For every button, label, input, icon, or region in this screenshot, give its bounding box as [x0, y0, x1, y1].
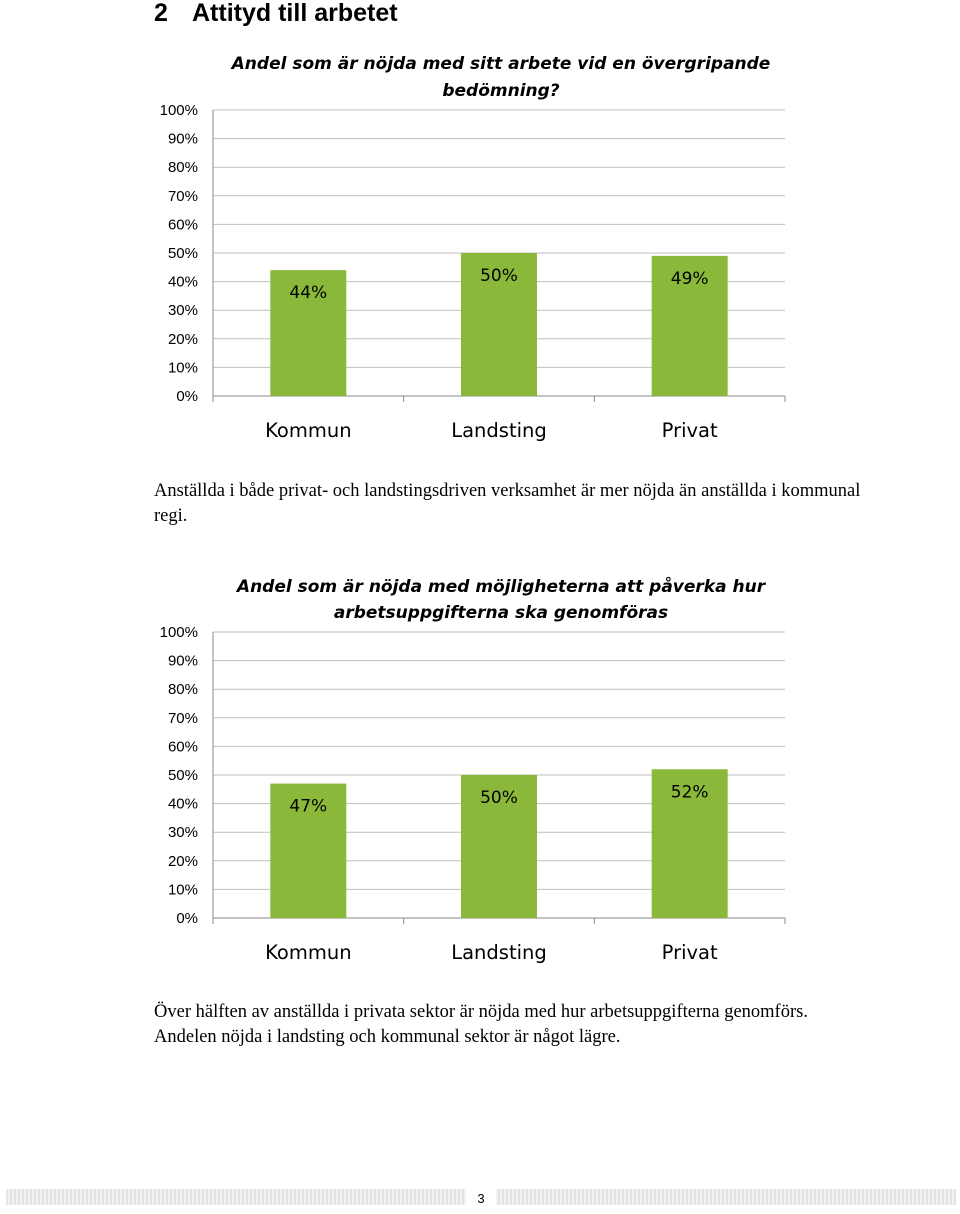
y-tick-label: 20% — [168, 331, 198, 348]
chart-svg: Andel som är nöjda med sitt arbete vid e… — [160, 54, 786, 442]
category-label: Landsting — [451, 419, 547, 442]
y-tick-label: 70% — [168, 188, 198, 205]
y-tick-label: 40% — [168, 274, 198, 291]
y-tick-label: 0% — [176, 388, 198, 405]
y-tick-label: 80% — [168, 681, 198, 698]
data-label: 49% — [671, 269, 709, 289]
chart-title-line-1: Andel som är nöjda med sitt arbete vid e… — [230, 54, 771, 74]
bar-landsting — [461, 253, 537, 396]
chart-title-line-2: bedömning? — [442, 81, 559, 101]
category-label: Privat — [662, 419, 718, 442]
bar-privat — [651, 255, 728, 396]
bar-kommun — [270, 270, 347, 396]
y-tick-label: 60% — [168, 216, 198, 233]
bar-kommun — [270, 783, 347, 918]
y-tick-label: 80% — [168, 159, 198, 176]
chart-svg: Andel som är nöjda med möjligheterna att… — [160, 576, 786, 964]
y-tick-label: 50% — [168, 245, 198, 262]
y-tick-label: 30% — [168, 824, 198, 841]
y-tick-label: 100% — [160, 102, 198, 119]
section-heading: 2 Attityd till arbetet — [154, 0, 398, 26]
y-tick-label: 20% — [168, 853, 198, 870]
data-label: 50% — [480, 788, 518, 808]
section-number: 2 — [154, 0, 168, 27]
page-footer: 3 — [0, 1184, 960, 1211]
page-number: 3 — [466, 1184, 496, 1211]
y-tick-label: 30% — [168, 302, 198, 319]
data-label: 50% — [480, 266, 518, 286]
data-label: 44% — [289, 283, 327, 303]
paragraph-2: Över hälften av anställda i privata sekt… — [154, 1002, 808, 1047]
category-label: Landsting — [451, 941, 547, 964]
y-tick-label: 90% — [168, 131, 198, 148]
category-label: Kommun — [265, 941, 351, 964]
data-label: 52% — [671, 782, 709, 802]
y-tick-label: 40% — [168, 796, 198, 813]
chart-overall-satisfaction: Andel som är nöjda med sitt arbete vid e… — [0, 50, 960, 450]
category-label: Privat — [662, 941, 718, 964]
y-tick-label: 0% — [176, 910, 198, 927]
bar-landsting — [461, 775, 537, 918]
data-label: 47% — [289, 797, 327, 817]
y-tick-label: 10% — [168, 881, 198, 898]
chart-title-line-1: Andel som är nöjda med möjligheterna att… — [235, 576, 767, 597]
chart-influence-satisfaction: Andel som är nöjda med möjligheterna att… — [0, 572, 960, 972]
y-tick-label: 70% — [168, 710, 198, 727]
section-title: Attityd till arbetet — [192, 0, 398, 27]
y-tick-label: 100% — [160, 624, 198, 641]
paragraph-1: Anställda i både privat- och landstingsd… — [154, 481, 861, 526]
category-label: Kommun — [265, 419, 351, 442]
bar-privat — [651, 769, 728, 918]
y-tick-label: 90% — [168, 653, 198, 670]
chart-title-line-2: arbetsuppgifterna ska genomföras — [334, 603, 668, 623]
y-tick-label: 50% — [168, 767, 198, 784]
y-tick-label: 60% — [168, 738, 198, 755]
y-tick-label: 10% — [168, 359, 198, 376]
